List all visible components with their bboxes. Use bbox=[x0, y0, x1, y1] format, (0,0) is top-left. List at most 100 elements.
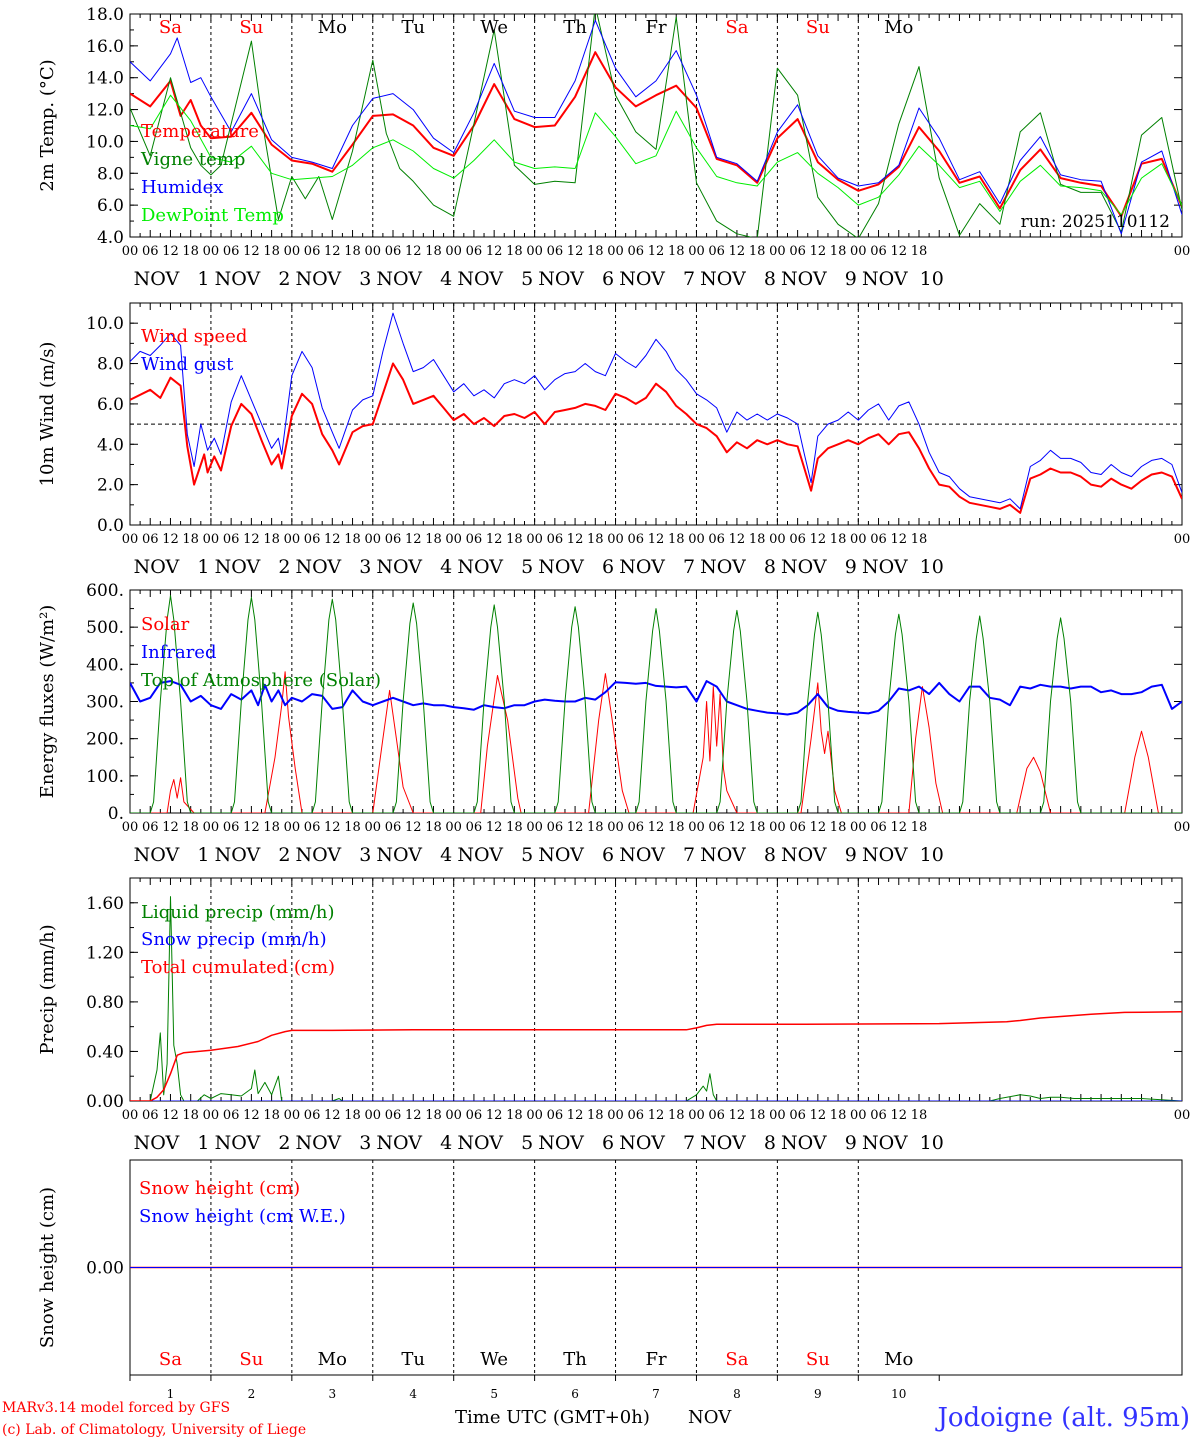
temp-day-number: 1 bbox=[197, 268, 209, 290]
wind-hour-label: 12 bbox=[567, 532, 584, 547]
snow-day-number: 7 bbox=[652, 1387, 660, 1401]
wind-hour-label: 00 bbox=[364, 532, 381, 547]
wind-hour-label: 18 bbox=[506, 532, 523, 547]
temp-y-tick-label: 16.0 bbox=[86, 37, 124, 57]
energy-hour-label: 12 bbox=[243, 820, 260, 835]
precip-hour-label: 00 bbox=[364, 1108, 381, 1123]
precip-day-number: 7 bbox=[683, 1132, 695, 1154]
temp-y-tick-label: 18.0 bbox=[86, 5, 124, 25]
temp-hour-label: 18 bbox=[425, 244, 442, 259]
energy-hour-label: 18 bbox=[749, 820, 766, 835]
wind-series-line bbox=[130, 362, 1182, 514]
wind-hour-label: 12 bbox=[324, 532, 341, 547]
wind-hour-label: 06 bbox=[142, 532, 159, 547]
precip-hour-label: 00 bbox=[203, 1108, 220, 1123]
precip-month-label: NOV bbox=[862, 1132, 908, 1154]
energy-day-number: 1 bbox=[197, 844, 209, 866]
wind-hour-label: 06 bbox=[385, 532, 402, 547]
precip-hour-label: 18 bbox=[668, 1108, 685, 1123]
temp-series-line bbox=[130, 51, 1182, 218]
temp-month-label: NOV bbox=[457, 268, 503, 290]
precip-hour-label: 06 bbox=[385, 1108, 402, 1123]
snow-day-number: 3 bbox=[328, 1387, 336, 1401]
precip-hour-label: 18 bbox=[911, 1108, 928, 1123]
precip-day-number: 8 bbox=[764, 1132, 776, 1154]
precip-hour-label: 06 bbox=[466, 1108, 483, 1123]
precip-hour-label: 12 bbox=[648, 1108, 665, 1123]
precip-y-tick-label: 1.60 bbox=[86, 894, 124, 914]
weekday-label: Mo bbox=[884, 17, 913, 38]
panel-wind: 0.0 2.0 4.0 6.0 8.0 10.0 10m Wind (m/s) Wind sp… bbox=[37, 302, 1190, 578]
temp-y-tick-label: 4.0 bbox=[97, 228, 124, 248]
precip-hour-label: 06 bbox=[142, 1108, 159, 1123]
energy-hour-label: 12 bbox=[729, 820, 746, 835]
temp-hour-label: 18 bbox=[344, 244, 361, 259]
precip-hour-label: 00 bbox=[445, 1108, 462, 1123]
energy-hour-label: 00 bbox=[688, 820, 705, 835]
temp-day-number: 2 bbox=[278, 268, 290, 290]
precip-day-number: 9 bbox=[845, 1132, 857, 1154]
precip-y-tick-label: 0.40 bbox=[86, 1042, 124, 1062]
energy-hour-label: 12 bbox=[648, 820, 665, 835]
energy-hour-label: 12 bbox=[567, 820, 584, 835]
temp-day-number: 8 bbox=[764, 268, 776, 290]
energy-month-label: NOV bbox=[457, 844, 503, 866]
precip-month-label: NOV bbox=[538, 1132, 584, 1154]
precip-legend-entry: Liquid precip (mm/h) bbox=[141, 902, 335, 923]
temp-hour-label: 00 bbox=[769, 244, 786, 259]
energy-hour-label: 12 bbox=[890, 820, 907, 835]
wind-month-label: NOV bbox=[700, 556, 746, 578]
temp-day-number: 3 bbox=[359, 268, 371, 290]
temp-y-tick-label: 10.0 bbox=[86, 132, 124, 152]
energy-hour-label: 00 bbox=[769, 820, 786, 835]
wind-hour-label: 00 bbox=[526, 532, 543, 547]
temp-hour-label: 18 bbox=[182, 244, 199, 259]
wind-day-number: 8 bbox=[764, 556, 776, 578]
wind-hour-label: 18 bbox=[425, 532, 442, 547]
energy-hour-label: 00 bbox=[284, 820, 301, 835]
precip-month-label: NOV bbox=[619, 1132, 665, 1154]
energy-hour-label: 06 bbox=[789, 820, 806, 835]
precip-hour-label: 18 bbox=[344, 1108, 361, 1123]
energy-hour-label: 06 bbox=[627, 820, 644, 835]
energy-hour-label: 18 bbox=[830, 820, 847, 835]
precip-hour-label: 06 bbox=[708, 1108, 725, 1123]
temp-month-label: NOV bbox=[619, 268, 665, 290]
precip-legend-entry: Snow precip (mm/h) bbox=[141, 929, 327, 950]
temp-hour-label: 06 bbox=[466, 244, 483, 259]
temp-hour-label: 06 bbox=[708, 244, 725, 259]
precip-hour-label: 00 bbox=[526, 1108, 543, 1123]
temp-hour-label: 00 bbox=[122, 244, 139, 259]
energy-hour-label: 06 bbox=[870, 820, 887, 835]
energy-day-number: 6 bbox=[602, 844, 614, 866]
temp-hour-label: 06 bbox=[385, 244, 402, 259]
temp-series-line bbox=[130, 19, 1182, 235]
wind-day-number: 4 bbox=[440, 556, 452, 578]
weekday-label: Sa bbox=[725, 17, 748, 38]
temp-hour-label: 12 bbox=[405, 244, 422, 259]
precip-hour-label: 18 bbox=[830, 1108, 847, 1123]
wind-hour-label: 00 bbox=[688, 532, 705, 547]
wind-hour-label: 18 bbox=[668, 532, 685, 547]
energy-hour-label: 18 bbox=[668, 820, 685, 835]
precip-hour-label: 06 bbox=[547, 1108, 564, 1123]
energy-day-number: 10 bbox=[920, 844, 944, 866]
energy-hour-label: 00 bbox=[445, 820, 462, 835]
temp-y-tick-label: 6.0 bbox=[97, 196, 124, 216]
wind-month-label: NOV bbox=[134, 556, 180, 578]
temp-hour-label: 18 bbox=[587, 244, 604, 259]
wind-hour-label: 06 bbox=[627, 532, 644, 547]
wind-hour-label: 12 bbox=[810, 532, 827, 547]
energy-hour-label: 00 bbox=[607, 820, 624, 835]
precip-hour-label: 00 bbox=[850, 1108, 867, 1123]
snow-day-number: 8 bbox=[733, 1387, 741, 1401]
precip-day-number: 6 bbox=[602, 1132, 614, 1154]
snow-day-number: 2 bbox=[248, 1387, 256, 1401]
energy-hour-label: 06 bbox=[466, 820, 483, 835]
snow-weekday-label: Tu bbox=[401, 1349, 425, 1370]
temp-hour-label: 00 bbox=[284, 244, 301, 259]
snow-y-tick-label: 0.00 bbox=[86, 1259, 124, 1279]
snow-weekday-label: Sa bbox=[725, 1349, 748, 1370]
wind-hour-label: 12 bbox=[243, 532, 260, 547]
temp-hour-label: 18 bbox=[506, 244, 523, 259]
